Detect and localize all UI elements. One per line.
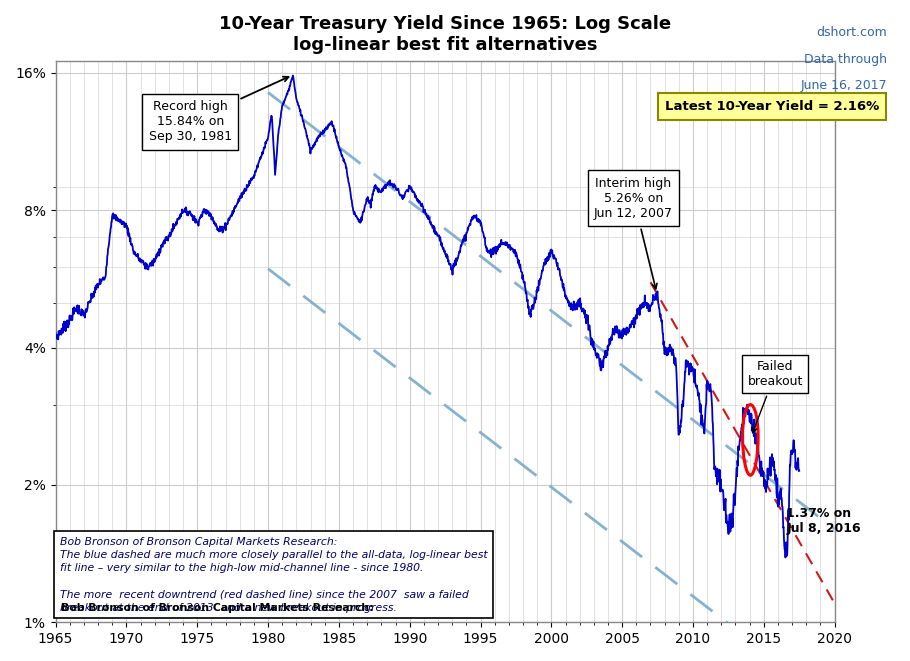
Text: Record high
15.84% on
Sep 30, 1981: Record high 15.84% on Sep 30, 1981 xyxy=(148,77,288,143)
Text: 1.37% on
Jul 8, 2016: 1.37% on Jul 8, 2016 xyxy=(786,508,861,535)
Text: Bob Bronson of Bronson Capital Markets Research:
The blue dashed are much more c: Bob Bronson of Bronson Capital Markets R… xyxy=(60,537,488,613)
Text: Latest 10-Year Yield = 2.16%: Latest 10-Year Yield = 2.16% xyxy=(664,100,879,113)
Text: dshort.com: dshort.com xyxy=(816,26,887,40)
Text: Data through: Data through xyxy=(804,53,887,66)
Text: Interim high
5.26% on
Jun 12, 2007: Interim high 5.26% on Jun 12, 2007 xyxy=(594,176,673,289)
Text: Bob Bronson of Bronson Capital Markets Research:: Bob Bronson of Bronson Capital Markets R… xyxy=(61,603,374,613)
Title: 10-Year Treasury Yield Since 1965: Log Scale
log-linear best fit alternatives: 10-Year Treasury Yield Since 1965: Log S… xyxy=(219,15,672,54)
Text: June 16, 2017: June 16, 2017 xyxy=(801,79,887,93)
Text: Failed
breakout: Failed breakout xyxy=(747,360,803,433)
